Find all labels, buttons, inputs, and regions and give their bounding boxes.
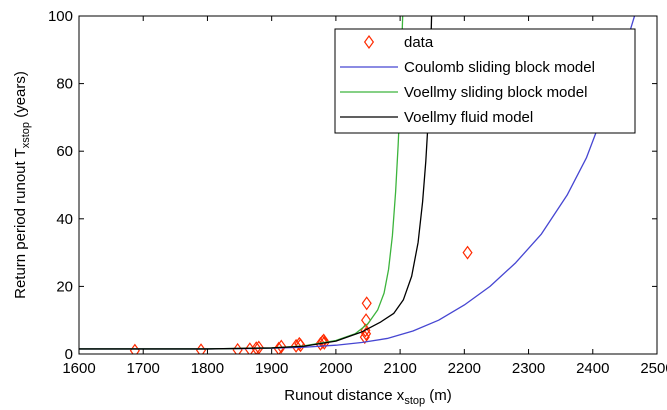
x-tick-label-2400: 2400 [576,360,609,377]
data-point-18 [361,313,372,328]
legend-label-voellmy-sliding-block-model: Voellmy sliding block model [404,84,587,101]
x-tick-label-1700: 1700 [127,360,160,377]
x-tick-label-2100: 2100 [383,360,416,377]
y-tick-label-20: 20 [56,278,73,295]
x-axis-title-subscript: stop [404,395,425,407]
y-axis-title-units: (years) [12,71,29,122]
x-tick-label-1900: 1900 [255,360,288,377]
axes-frame [78,15,658,355]
legend-box [334,28,636,134]
x-tick-label-1600: 1600 [62,360,95,377]
y-tick-label-40: 40 [56,211,73,228]
x-axis-title-units: (m) [425,387,452,404]
y-tick-label-80: 80 [56,76,73,93]
ticks-layer: 1600 1700 1800 1900 2000 2100 2200 2300 2400 250 0… [48,8,667,377]
x-tick-label-2000: 2000 [319,360,352,377]
legend-items: data Coulomb sliding block model Voellmy s… [340,34,595,126]
data-point-10 [295,338,306,353]
legend-label-voellmy-fluid-model: Voellmy fluid model [404,109,533,126]
legend-label-data: data [404,34,434,51]
legend-swatch-data [363,34,375,50]
data-point-8 [291,338,302,353]
data-point-6 [273,341,284,354]
y-axis-title: Return period runout Txstop (years) [12,71,32,299]
legend: data Coulomb sliding block model Voellmy s… [334,28,636,134]
x-tick-label-2300: 2300 [512,360,545,377]
data-point-19 [361,296,372,311]
series-line-voellmy-fluid-model [79,16,433,350]
x-tick-label-1800: 1800 [191,360,224,377]
x-axis-title-main: Runout distance x [284,387,405,404]
data-point-20 [462,245,473,260]
x-tick-label-2200: 2200 [448,360,481,377]
y-tick-label-0: 0 [65,346,73,363]
y-axis-title-subscript: xstop [20,122,32,148]
legend-label-coulomb-sliding-block-model: Coulomb sliding block model [404,59,595,76]
x-axis-title: Runout distance xstop (m) [284,387,452,407]
y-tick-label-100: 100 [48,8,73,25]
data-point-4 [251,341,262,354]
data-point-7 [276,339,287,354]
y-tick-label-60: 60 [56,143,73,160]
data-point-14 [319,335,330,350]
data-point-15 [359,330,370,345]
y-axis-title-main: Return period runout T [12,148,29,299]
